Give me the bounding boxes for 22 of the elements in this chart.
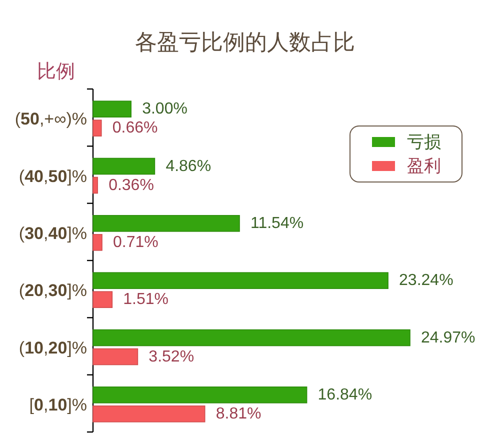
y-axis-title: 比例: [37, 62, 75, 82]
chart-title: 各盈亏比例的人数占比: [135, 30, 355, 54]
data-label: 1.51%: [123, 291, 169, 308]
y-tick-label: (10,20]%: [18, 338, 87, 357]
legend-label: 亏损: [407, 132, 441, 152]
data-label: 16.84%: [318, 386, 372, 404]
data-label: 0.66%: [112, 120, 158, 137]
data-label: 0.36%: [108, 176, 154, 194]
data-label: 24.97%: [421, 329, 476, 346]
data-label: 11.54%: [250, 214, 304, 232]
y-tick-label: [0,10]%: [29, 394, 87, 414]
y-tick-label: (30,40]%: [18, 223, 87, 242]
data-label: 4.86%: [166, 158, 212, 175]
y-tick-label: (20,30]%: [18, 280, 87, 300]
data-label: 3.00%: [142, 100, 188, 118]
data-label: 8.81%: [216, 405, 262, 422]
data-label: 0.71%: [113, 234, 158, 251]
data-label: 23.24%: [399, 272, 454, 290]
y-tick-label: (50,+∞)%: [14, 109, 87, 128]
y-tick-label: (40,50]%: [18, 166, 87, 186]
legend-label: 盈利: [407, 156, 441, 176]
data-label: 3.52%: [148, 348, 194, 366]
